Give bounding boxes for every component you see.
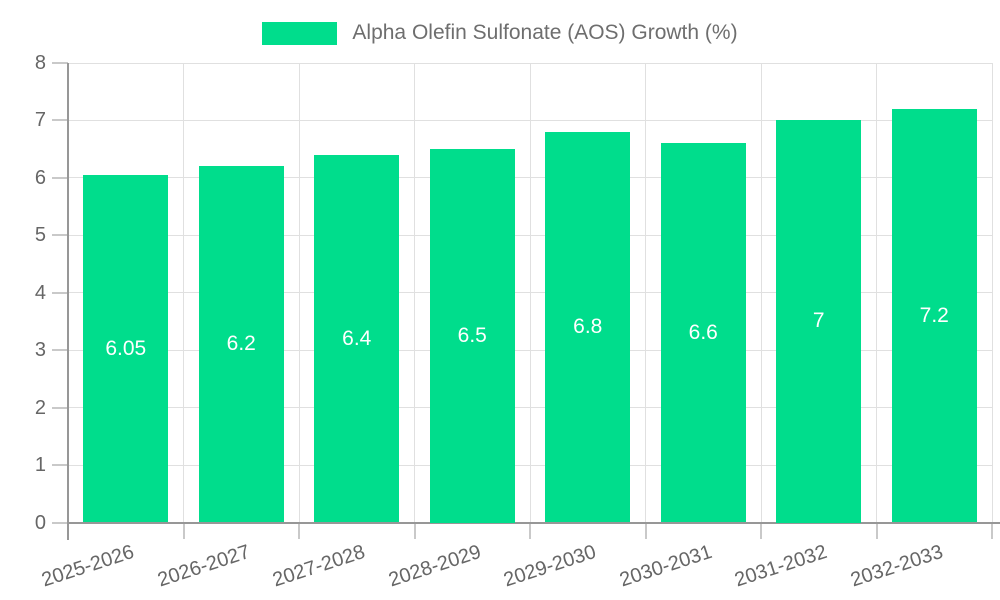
y-tick-label: 1 bbox=[34, 454, 46, 477]
x-axis-tick bbox=[298, 522, 300, 539]
x-tick-label: 2026-2027 bbox=[154, 540, 253, 592]
x-gridline bbox=[183, 63, 184, 523]
bar[interactable] bbox=[891, 108, 977, 523]
y-axis-tick bbox=[52, 291, 68, 294]
y-tick-label: 6 bbox=[34, 166, 46, 189]
bar-value-label: 7.2 bbox=[919, 303, 949, 327]
y-axis-tick bbox=[52, 406, 68, 409]
y-axis-tick bbox=[52, 62, 68, 64]
y-axis-tick bbox=[52, 349, 68, 352]
x-axis-tick bbox=[413, 522, 416, 539]
bar-value-label: 6.2 bbox=[226, 332, 256, 356]
bar-value-label: 6.5 bbox=[457, 323, 487, 347]
x-tick-label: 2027-2028 bbox=[270, 540, 368, 592]
x-axis-tick bbox=[875, 522, 878, 539]
y-axis-tick bbox=[52, 234, 68, 237]
y-axis-line bbox=[67, 63, 69, 540]
bar[interactable] bbox=[545, 131, 631, 523]
bar[interactable] bbox=[429, 149, 515, 523]
bar-value-label: 6.6 bbox=[688, 320, 718, 344]
x-gridline bbox=[414, 63, 415, 523]
x-gridline bbox=[645, 63, 646, 523]
x-tick-label: 2030-2031 bbox=[616, 540, 715, 592]
y-tick-label: 4 bbox=[34, 281, 46, 304]
y-tick-label: 2 bbox=[34, 396, 46, 419]
x-axis-line bbox=[68, 521, 1000, 524]
x-axis-tick bbox=[644, 522, 647, 539]
y-tick-label: 0 bbox=[34, 511, 46, 534]
x-tick-label: 2028-2029 bbox=[385, 540, 484, 592]
bar-value-label: 6.4 bbox=[342, 326, 372, 350]
bar[interactable] bbox=[776, 120, 862, 523]
bar[interactable] bbox=[660, 143, 746, 523]
bar[interactable] bbox=[198, 166, 284, 523]
y-tick-label: 8 bbox=[34, 52, 46, 74]
x-gridline bbox=[298, 63, 300, 523]
x-axis-tick bbox=[529, 522, 531, 539]
y-axis-tick bbox=[52, 176, 68, 179]
y-axis-tick bbox=[52, 521, 68, 524]
legend[interactable]: Alpha Olefin Sulfonate (AOS) Growth (%) bbox=[0, 18, 1000, 48]
x-axis-tick bbox=[760, 522, 762, 539]
bar[interactable] bbox=[314, 154, 400, 523]
x-axis-tick bbox=[991, 522, 993, 539]
bar-value-label: 7 bbox=[812, 309, 825, 333]
x-gridline bbox=[529, 63, 531, 523]
bar-value-label: 6.8 bbox=[573, 315, 603, 339]
bar[interactable] bbox=[83, 175, 169, 523]
y-axis-tick bbox=[52, 464, 68, 467]
x-tick-label: 2032-2033 bbox=[847, 540, 946, 592]
x-tick-label: 2031-2032 bbox=[732, 540, 830, 592]
y-axis-tick bbox=[52, 119, 68, 122]
y-tick-label: 3 bbox=[34, 339, 46, 362]
y-tick-label: 7 bbox=[34, 109, 46, 132]
x-axis-tick bbox=[182, 522, 185, 539]
legend-label[interactable]: Alpha Olefin Sulfonate (AOS) Growth (%) bbox=[352, 21, 738, 44]
y-tick-label: 5 bbox=[34, 224, 46, 247]
x-gridline bbox=[760, 63, 762, 523]
x-tick-label: 2029-2030 bbox=[501, 540, 599, 592]
x-gridline bbox=[991, 63, 993, 523]
bar-value-label: 6.05 bbox=[105, 336, 147, 360]
x-gridline bbox=[876, 63, 877, 523]
x-tick-label: 2025-2026 bbox=[39, 540, 137, 592]
legend-swatch[interactable] bbox=[262, 21, 338, 45]
